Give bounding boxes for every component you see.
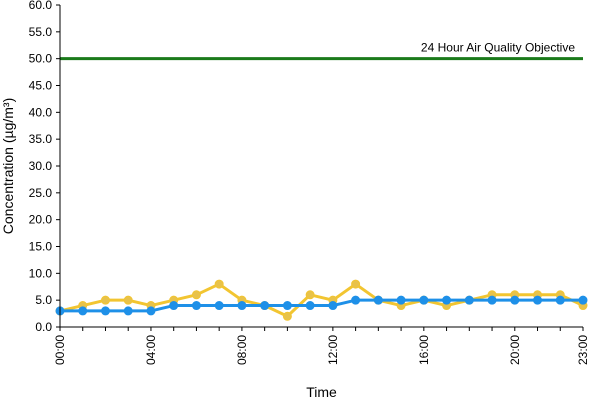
series-2-point	[351, 295, 361, 305]
x-tick-label: 12:00	[326, 335, 340, 365]
series-1-point	[305, 290, 315, 300]
series-1-point	[100, 295, 110, 305]
series-2-point	[260, 301, 270, 311]
series-2-point	[78, 306, 88, 316]
series-1-point	[282, 311, 292, 321]
series-2-point	[191, 301, 201, 311]
series-2-point	[146, 306, 156, 316]
series-2-point	[396, 295, 406, 305]
y-tick-label: 55.0	[29, 25, 53, 39]
series-2-point	[464, 295, 474, 305]
x-axis-title: Time	[306, 384, 337, 400]
series-2-point	[510, 295, 520, 305]
x-tick-label: 08:00	[235, 335, 249, 365]
y-tick-label: 25.0	[29, 186, 53, 200]
y-tick-label: 45.0	[29, 79, 53, 93]
x-axis-ticks: 00:00 04:00 08:00 12:00 16:00 20:00 23:00	[53, 327, 590, 365]
series-1-point	[214, 279, 224, 289]
series-2-point	[419, 295, 429, 305]
y-tick-label: 5.0	[35, 293, 52, 307]
y-tick-label: 60.0	[29, 0, 53, 12]
series-1-point	[123, 295, 133, 305]
y-tick-label: 50.0	[29, 52, 53, 66]
series-2-point	[487, 295, 497, 305]
reference-line-label: 24 Hour Air Quality Objective	[421, 41, 575, 55]
series-1-point	[191, 290, 201, 300]
reference-line-group: 24 Hour Air Quality Objective	[60, 41, 583, 61]
series-group	[55, 279, 588, 321]
x-tick-label: 04:00	[144, 335, 158, 365]
y-tick-label: 15.0	[29, 240, 53, 254]
series-2-point	[169, 301, 179, 311]
series-2-point	[328, 301, 338, 311]
y-tick-label: 30.0	[29, 159, 53, 173]
series-2-point	[578, 295, 588, 305]
series-2-point	[442, 295, 452, 305]
y-tick-label: 0.0	[35, 320, 52, 334]
y-axis-title: Concentration (µg/m³)	[0, 98, 16, 234]
y-tick-label: 10.0	[29, 266, 53, 280]
y-tick-label: 35.0	[29, 132, 53, 146]
series-2-point	[373, 295, 383, 305]
y-tick-label: 40.0	[29, 105, 53, 119]
x-tick-label: 16:00	[417, 335, 431, 365]
y-tick-label: 20.0	[29, 213, 53, 227]
series-1-point	[351, 279, 361, 289]
series-2-point	[533, 295, 543, 305]
series-2-point	[123, 306, 133, 316]
series-2-point	[237, 301, 247, 311]
y-axis-ticks: 0.0 5.0 10.0 15.0 20.0 25.0 30.0 35.0 40.0 45.0 50…	[29, 0, 60, 334]
series-2-point	[214, 301, 224, 311]
x-tick-label: 23:00	[576, 335, 590, 365]
series-2-point	[555, 295, 565, 305]
series-2-point	[100, 306, 110, 316]
series-2-point	[305, 301, 315, 311]
x-tick-label: 00:00	[53, 335, 67, 365]
x-tick-label: 20:00	[508, 335, 522, 365]
series-2-point	[282, 301, 292, 311]
